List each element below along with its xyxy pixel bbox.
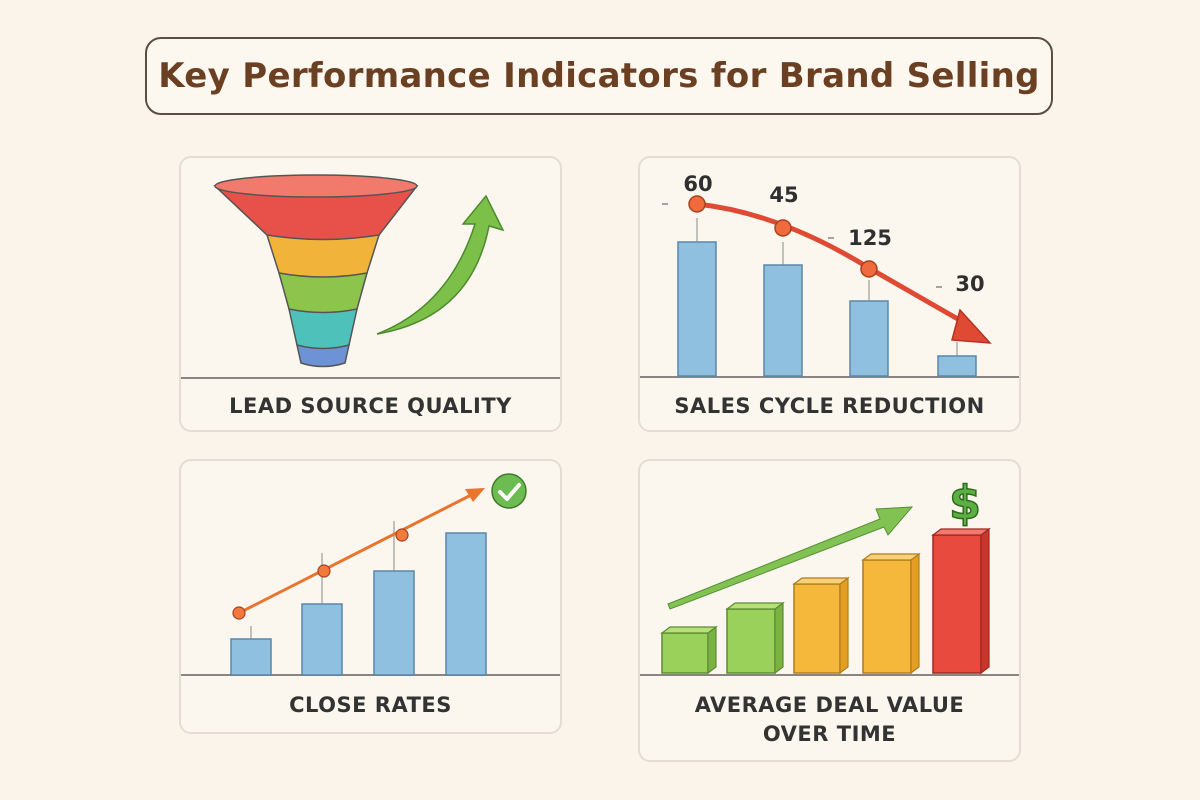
bar-4 [445,532,487,676]
bar-3 [849,300,889,377]
bar-1 [230,638,272,676]
card-label: SALES CYCLE REDUCTION [674,394,985,418]
card-label: CLOSE RATES [289,693,452,717]
trend-line [238,489,480,615]
bar-5 [931,527,991,675]
funnel-icon [213,174,419,368]
deal-value-chart: $ [640,475,1019,676]
value-label-2: 45 [769,183,798,207]
bar-3 [373,570,415,676]
card-close-rates: CLOSE RATES [179,459,562,734]
funnel-layer-5 [296,344,350,368]
trend-line [696,201,972,329]
funnel-layer-1 [213,185,419,241]
arrow-down-icon [951,308,992,344]
marker-1 [688,195,706,213]
sales-cycle-chart: 60 45 125 30 [640,172,1019,378]
card-label-line-2: OVER TIME [762,722,897,746]
bar-1 [660,625,718,675]
funnel-layer-4 [288,308,358,350]
bar-2 [301,603,343,676]
bar-1 [677,241,717,377]
value-label-1: 60 [683,172,712,196]
bar-2 [725,601,785,675]
card-label-line-1: AVERAGE DEAL VALUE [694,693,965,717]
card-sales-cycle-reduction: 60 45 125 30 SALES CYCLE REDUCTION [638,156,1021,432]
funnel-layer-3 [278,272,368,314]
marker-2 [774,219,792,237]
dollar-icon: $ [949,476,981,530]
page-title: Key Performance Indicators for Brand Sel… [158,56,1040,96]
arrow-up-icon [667,506,914,610]
marker-3 [860,260,878,278]
checkmark-icon [491,473,527,509]
card-divider [181,377,560,379]
card-label: LEAD SOURCE QUALITY [229,394,512,418]
funnel-layer-2 [265,234,381,278]
funnel-illustration [213,174,505,368]
bar-4 [861,552,921,675]
bar-4 [937,355,977,377]
bar-3 [792,576,850,675]
value-label-4: 30 [955,272,984,296]
arrow-up-icon [376,194,505,335]
marker-3 [395,528,409,542]
trend-arrowhead [465,488,485,502]
close-rates-chart [181,473,560,676]
value-label-3: 125 [848,226,892,250]
marker-1 [232,606,246,620]
card-lead-source-quality: LEAD SOURCE QUALITY [179,156,562,432]
marker-2 [317,564,331,578]
title-box: Key Performance Indicators for Brand Sel… [145,37,1053,115]
card-average-deal-value: $ AVERAGE DEAL VALUE OVER TIME [638,459,1021,762]
funnel-rim [214,174,418,198]
bar-2 [763,264,803,377]
